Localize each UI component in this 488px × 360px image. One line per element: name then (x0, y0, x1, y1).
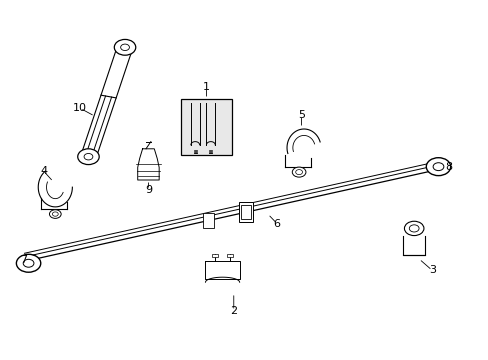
Circle shape (49, 210, 61, 219)
Bar (226, 253, 232, 257)
Text: 10: 10 (73, 103, 87, 113)
Text: 9: 9 (144, 185, 152, 195)
Bar (181, 99, 232, 155)
Text: 7: 7 (20, 255, 28, 265)
Circle shape (16, 254, 41, 272)
Text: 4: 4 (40, 166, 47, 176)
Bar (212, 253, 218, 257)
Circle shape (292, 167, 305, 177)
Circle shape (78, 149, 99, 165)
Text: 2: 2 (230, 306, 237, 316)
Text: 6: 6 (273, 219, 280, 229)
Circle shape (404, 221, 423, 235)
Text: 8: 8 (445, 162, 452, 172)
FancyBboxPatch shape (239, 202, 252, 222)
Bar (203, 213, 214, 228)
Circle shape (426, 158, 450, 176)
Bar (240, 205, 251, 219)
Text: 5: 5 (298, 111, 305, 121)
Text: 3: 3 (428, 265, 435, 275)
Text: 1: 1 (203, 82, 209, 93)
Circle shape (114, 40, 136, 55)
